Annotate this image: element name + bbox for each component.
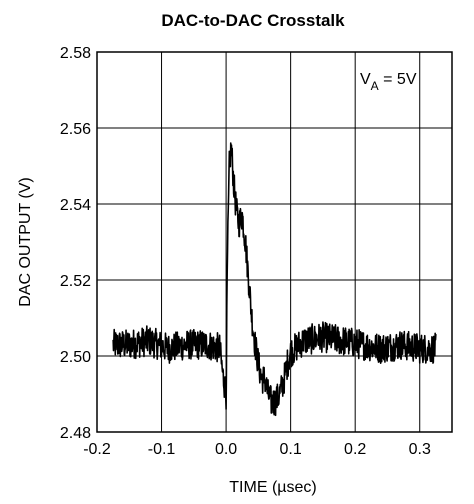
chart-title: DAC-to-DAC Crosstalk <box>161 11 345 30</box>
annotation-rest: = 5V <box>379 71 417 88</box>
x-tick-label: 0.2 <box>344 441 366 458</box>
series-line <box>112 142 437 417</box>
y-tick-label: 2.52 <box>60 273 91 290</box>
y-tick-label: 2.50 <box>60 349 91 366</box>
x-tick-labels: -0.2 -0.1 0.0 0.1 0.2 0.3 <box>83 441 431 458</box>
y-axis-label: DAC OUTPUT (V) <box>17 177 34 306</box>
y-tick-labels: 2.48 2.50 2.52 2.54 2.56 2.58 <box>60 45 91 442</box>
x-tick-label: 0.0 <box>215 441 237 458</box>
x-tick-label: -0.1 <box>148 441 176 458</box>
x-tick-label: -0.2 <box>83 441 111 458</box>
y-tick-label: 2.56 <box>60 121 91 138</box>
x-axis-label: TIME (µsec) <box>229 479 316 496</box>
annotation-subscript: A <box>371 79 379 93</box>
plot-frame <box>96 51 453 433</box>
y-tick-label: 2.58 <box>60 45 91 62</box>
supply-voltage-annotation: VA = 5V <box>360 71 417 93</box>
annotation-main: V <box>360 71 371 88</box>
series-group <box>112 142 437 417</box>
y-tick-label: 2.48 <box>60 425 91 442</box>
x-tick-label: 0.1 <box>280 441 302 458</box>
x-tick-label: 0.3 <box>409 441 431 458</box>
grid-lines <box>96 51 452 433</box>
y-tick-label: 2.54 <box>60 197 91 214</box>
